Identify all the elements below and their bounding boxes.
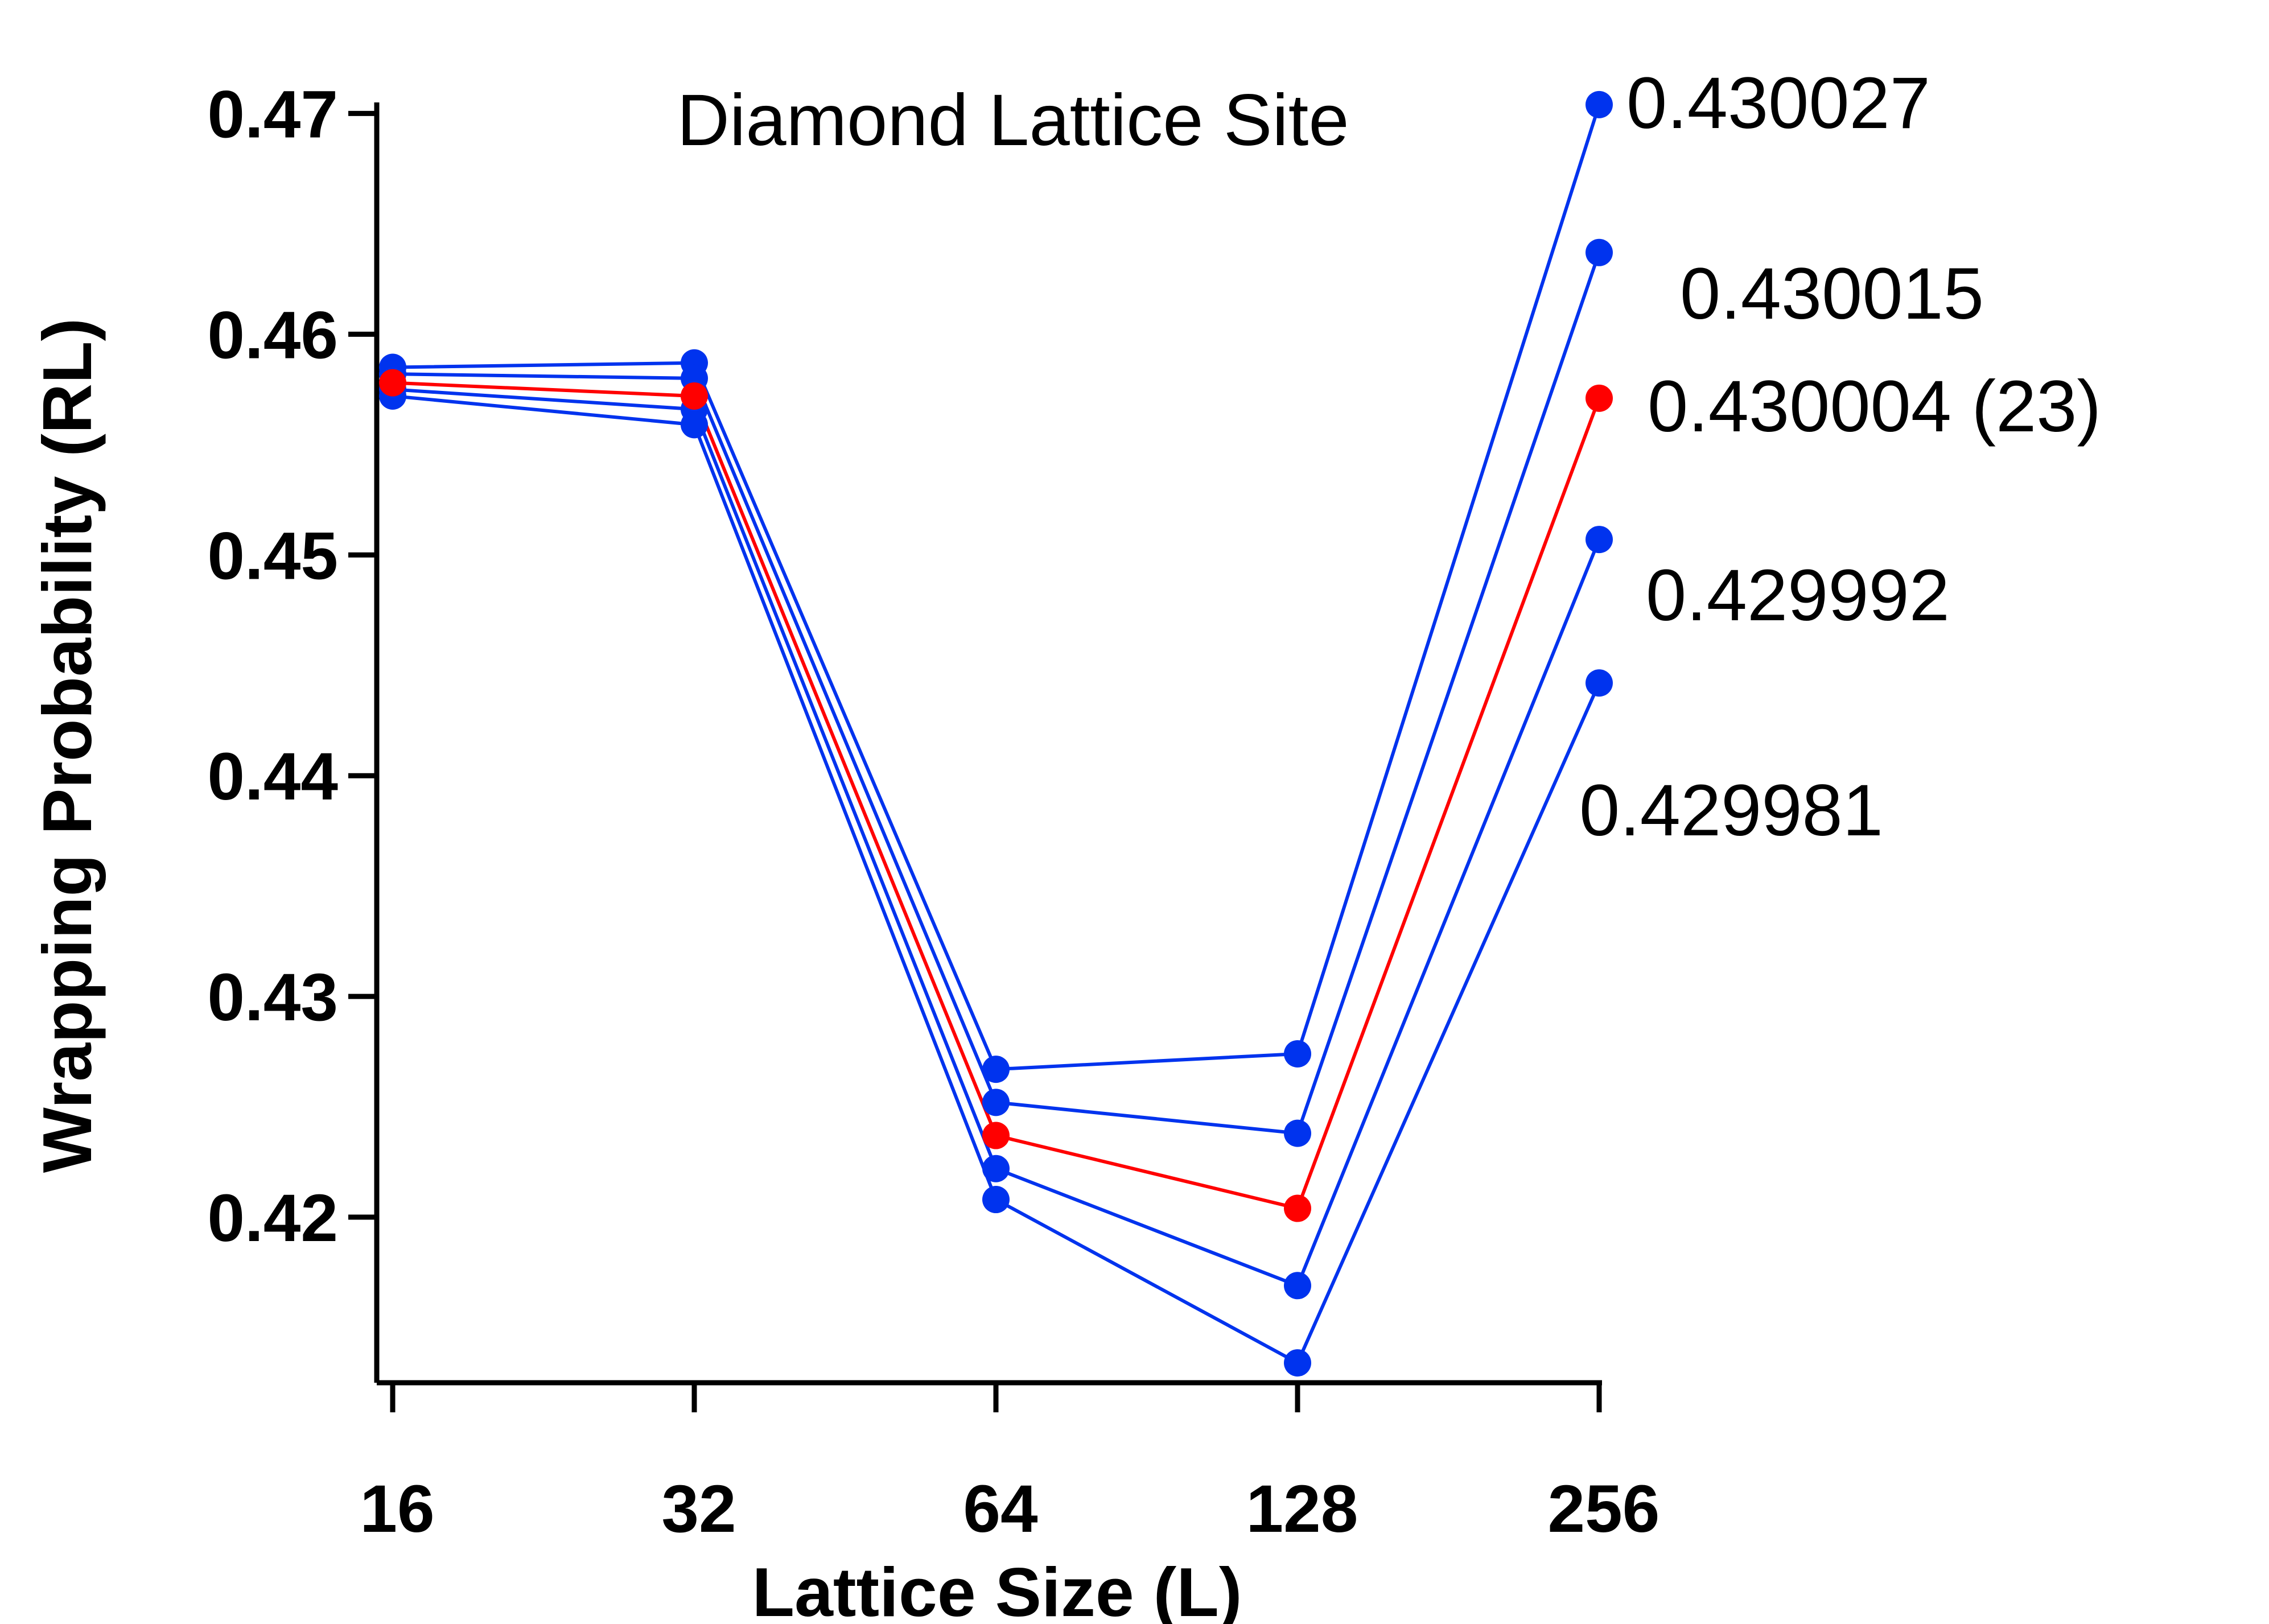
- y-tick-label: 0.42: [207, 1181, 338, 1256]
- series-5-point: [982, 1186, 1010, 1214]
- y-tick-label: 0.43: [207, 960, 338, 1035]
- series-points: [379, 90, 1613, 1377]
- y-tick-label: 0.44: [207, 739, 338, 814]
- chart-title: Diamond Lattice Site: [677, 80, 1349, 161]
- series-3-point: [982, 1122, 1010, 1149]
- series-label-3: 0.430004 (23): [1648, 366, 2101, 447]
- x-tick-label: 128: [1246, 1472, 1358, 1547]
- series-5-point: [1586, 669, 1613, 697]
- x-tick-label: 16: [360, 1472, 434, 1547]
- y-ticks: 0.42 0.43 0.44 0.45 0.46 0.47: [207, 77, 377, 1256]
- series-3-point: [1586, 384, 1613, 412]
- series-label-4: 0.429992: [1646, 555, 1950, 636]
- series-line-4: [392, 388, 1601, 1288]
- series-label-5: 0.429981: [1579, 770, 1883, 851]
- series-line-3: [392, 381, 1601, 1210]
- series-3-point: [681, 382, 708, 410]
- x-axis-title: Lattice Size (L): [752, 1553, 1242, 1624]
- series-4-point: [982, 1155, 1010, 1182]
- series-3-point: [379, 369, 406, 397]
- y-tick-label: 0.45: [207, 518, 338, 593]
- x-tick-label: 32: [661, 1472, 736, 1547]
- x-tick-label: 256: [1548, 1472, 1660, 1547]
- series-line-1: [392, 104, 1601, 1071]
- series-1-point: [1586, 90, 1613, 118]
- series-label-1: 0.430027: [1626, 63, 1930, 144]
- x-tick-label: 64: [963, 1472, 1037, 1547]
- series-2-point: [1284, 1119, 1311, 1147]
- x-ticks: 16 32 64 128 256: [360, 1383, 1659, 1547]
- series-3-point: [1284, 1194, 1311, 1222]
- series-4-point: [1586, 526, 1613, 554]
- y-tick-label: 0.46: [207, 298, 338, 373]
- y-tick-label: 0.47: [207, 77, 338, 152]
- series-5-point: [681, 411, 708, 439]
- series-2-point: [982, 1089, 1010, 1116]
- series-5-point: [1284, 1349, 1311, 1377]
- series-label-2: 0.430015: [1680, 253, 1984, 335]
- y-axis-title: Wrapping Probability (RL): [28, 318, 106, 1173]
- series-4-point: [1284, 1272, 1311, 1300]
- series-2-point: [1586, 238, 1613, 266]
- series-1-point: [982, 1056, 1010, 1083]
- series-1-point: [1284, 1040, 1311, 1067]
- series-line-2: [392, 252, 1601, 1135]
